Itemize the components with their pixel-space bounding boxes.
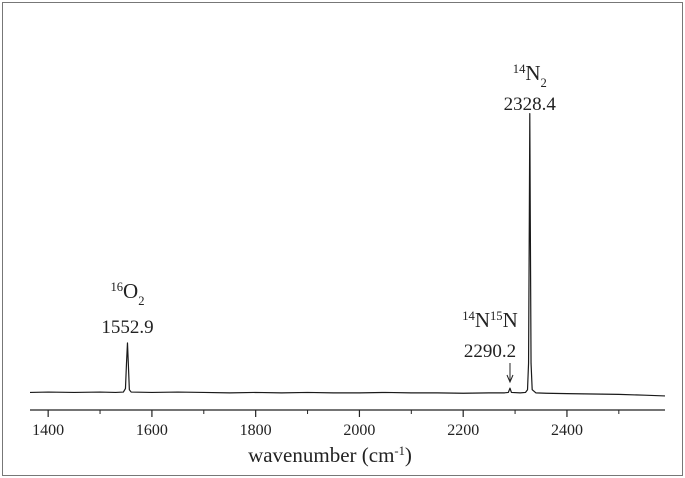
x-tick-label: 1400 [32, 422, 64, 439]
peak-value: 1552.9 [101, 317, 153, 338]
peak-label: 14N15N [462, 308, 518, 332]
superscript: 16 [110, 280, 123, 294]
spectrum-line [29, 113, 666, 397]
peak-label: 16O2 [110, 279, 144, 308]
x-tick-label: 1600 [136, 422, 168, 439]
arrow-head [506, 374, 514, 384]
superscript: -1 [394, 444, 405, 458]
peak-label: 14N2 [513, 61, 547, 90]
label-text: O [123, 279, 138, 303]
label-text: N [503, 308, 518, 332]
x-tick-label: 1800 [240, 422, 272, 439]
label-text: ) [405, 443, 412, 467]
peak-value: 2328.4 [504, 94, 557, 115]
x-axis-label: wavenumber (cm-1) [248, 443, 412, 467]
superscript: 15 [490, 309, 503, 323]
superscript: 14 [513, 62, 526, 76]
label-text: N [475, 308, 490, 332]
subscript: 2 [138, 294, 144, 308]
peak-value: 2290.2 [464, 341, 516, 362]
label-text: wavenumber (cm [248, 443, 394, 467]
x-tick-label: 2200 [447, 422, 479, 439]
label-text: N [525, 61, 540, 85]
superscript: 14 [462, 309, 475, 323]
x-tick-label: 2000 [343, 422, 375, 439]
subscript: 2 [541, 76, 547, 90]
x-tick-label: 2400 [551, 422, 583, 439]
